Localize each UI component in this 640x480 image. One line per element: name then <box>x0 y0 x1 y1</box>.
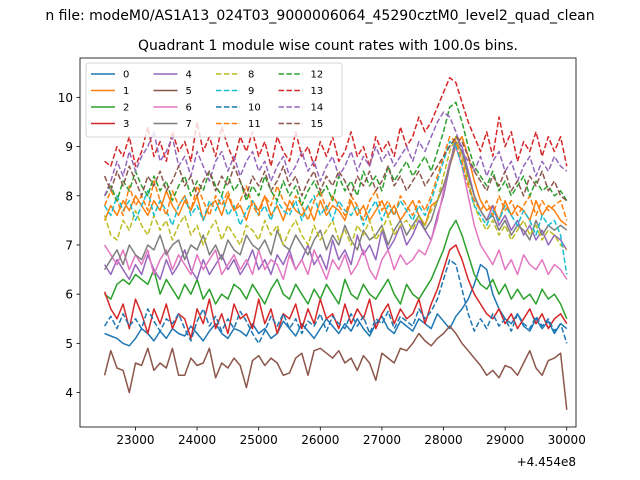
y-tick-label: 7 <box>65 238 73 252</box>
series-line-12 <box>103 101 568 207</box>
legend-label-15: 15 <box>311 119 324 130</box>
legend-label-7: 7 <box>186 119 192 130</box>
legend-label-10: 10 <box>248 103 261 114</box>
x-tick-label: 26000 <box>301 433 339 447</box>
legend-label-1: 1 <box>123 86 129 97</box>
legend-label-11: 11 <box>248 119 261 130</box>
series-line-9 <box>103 140 568 275</box>
x-tick-label: 23000 <box>116 433 154 447</box>
series-line-10 <box>103 258 568 345</box>
x-tick-label: 24000 <box>178 433 216 447</box>
series-line-6 <box>103 145 568 281</box>
y-axis: 4 5 6 7 8 9 10 <box>58 91 80 400</box>
series-line-13 <box>104 76 568 167</box>
series-line-8 <box>103 135 568 251</box>
series-line-11 <box>103 135 568 222</box>
series-layer <box>103 76 568 410</box>
chart-title: Quadrant 1 module wise count rates with … <box>138 38 518 54</box>
series-line-2 <box>104 219 568 320</box>
legend-label-0: 0 <box>123 70 129 81</box>
axes-frame <box>79 57 577 428</box>
series-line-4 <box>103 135 568 281</box>
x-tick-label: 30000 <box>548 433 586 447</box>
series-line-14 <box>103 111 568 197</box>
y-tick-label: 10 <box>58 91 73 105</box>
x-tick-label: 28000 <box>424 433 462 447</box>
x-tick-label: 25000 <box>240 433 278 447</box>
y-tick-label: 5 <box>65 337 73 351</box>
y-tick-label: 8 <box>65 189 73 203</box>
legend-label-2: 2 <box>123 103 129 114</box>
x-tick-label: 29000 <box>486 433 524 447</box>
y-tick-label: 4 <box>65 386 73 400</box>
y-tick-label: 6 <box>65 288 73 302</box>
series-line-5 <box>103 325 568 410</box>
legend-label-8: 8 <box>248 70 254 81</box>
series-line-0 <box>104 263 568 347</box>
legend-label-4: 4 <box>186 70 192 81</box>
y-tick-label: 9 <box>65 140 73 154</box>
series-line-3 <box>103 244 568 340</box>
legend-label-5: 5 <box>186 86 192 97</box>
legend-box <box>85 62 343 138</box>
legend-label-14: 14 <box>311 103 324 114</box>
figure-suptitle: n file: modeM0/AS1A13_024T03_9000006064_… <box>45 8 594 24</box>
legend-label-6: 6 <box>186 103 192 114</box>
legend-label-9: 9 <box>248 86 254 97</box>
x-tick-label: 27000 <box>363 433 401 447</box>
x-axis: 23000 24000 25000 26000 27000 28000 29000 30000 <box>116 427 586 447</box>
legend-label-3: 3 <box>123 119 129 130</box>
legend-label-12: 12 <box>311 70 324 81</box>
x-offset-text: +4.454e8 <box>517 455 576 469</box>
legend-label-13: 13 <box>311 86 324 97</box>
